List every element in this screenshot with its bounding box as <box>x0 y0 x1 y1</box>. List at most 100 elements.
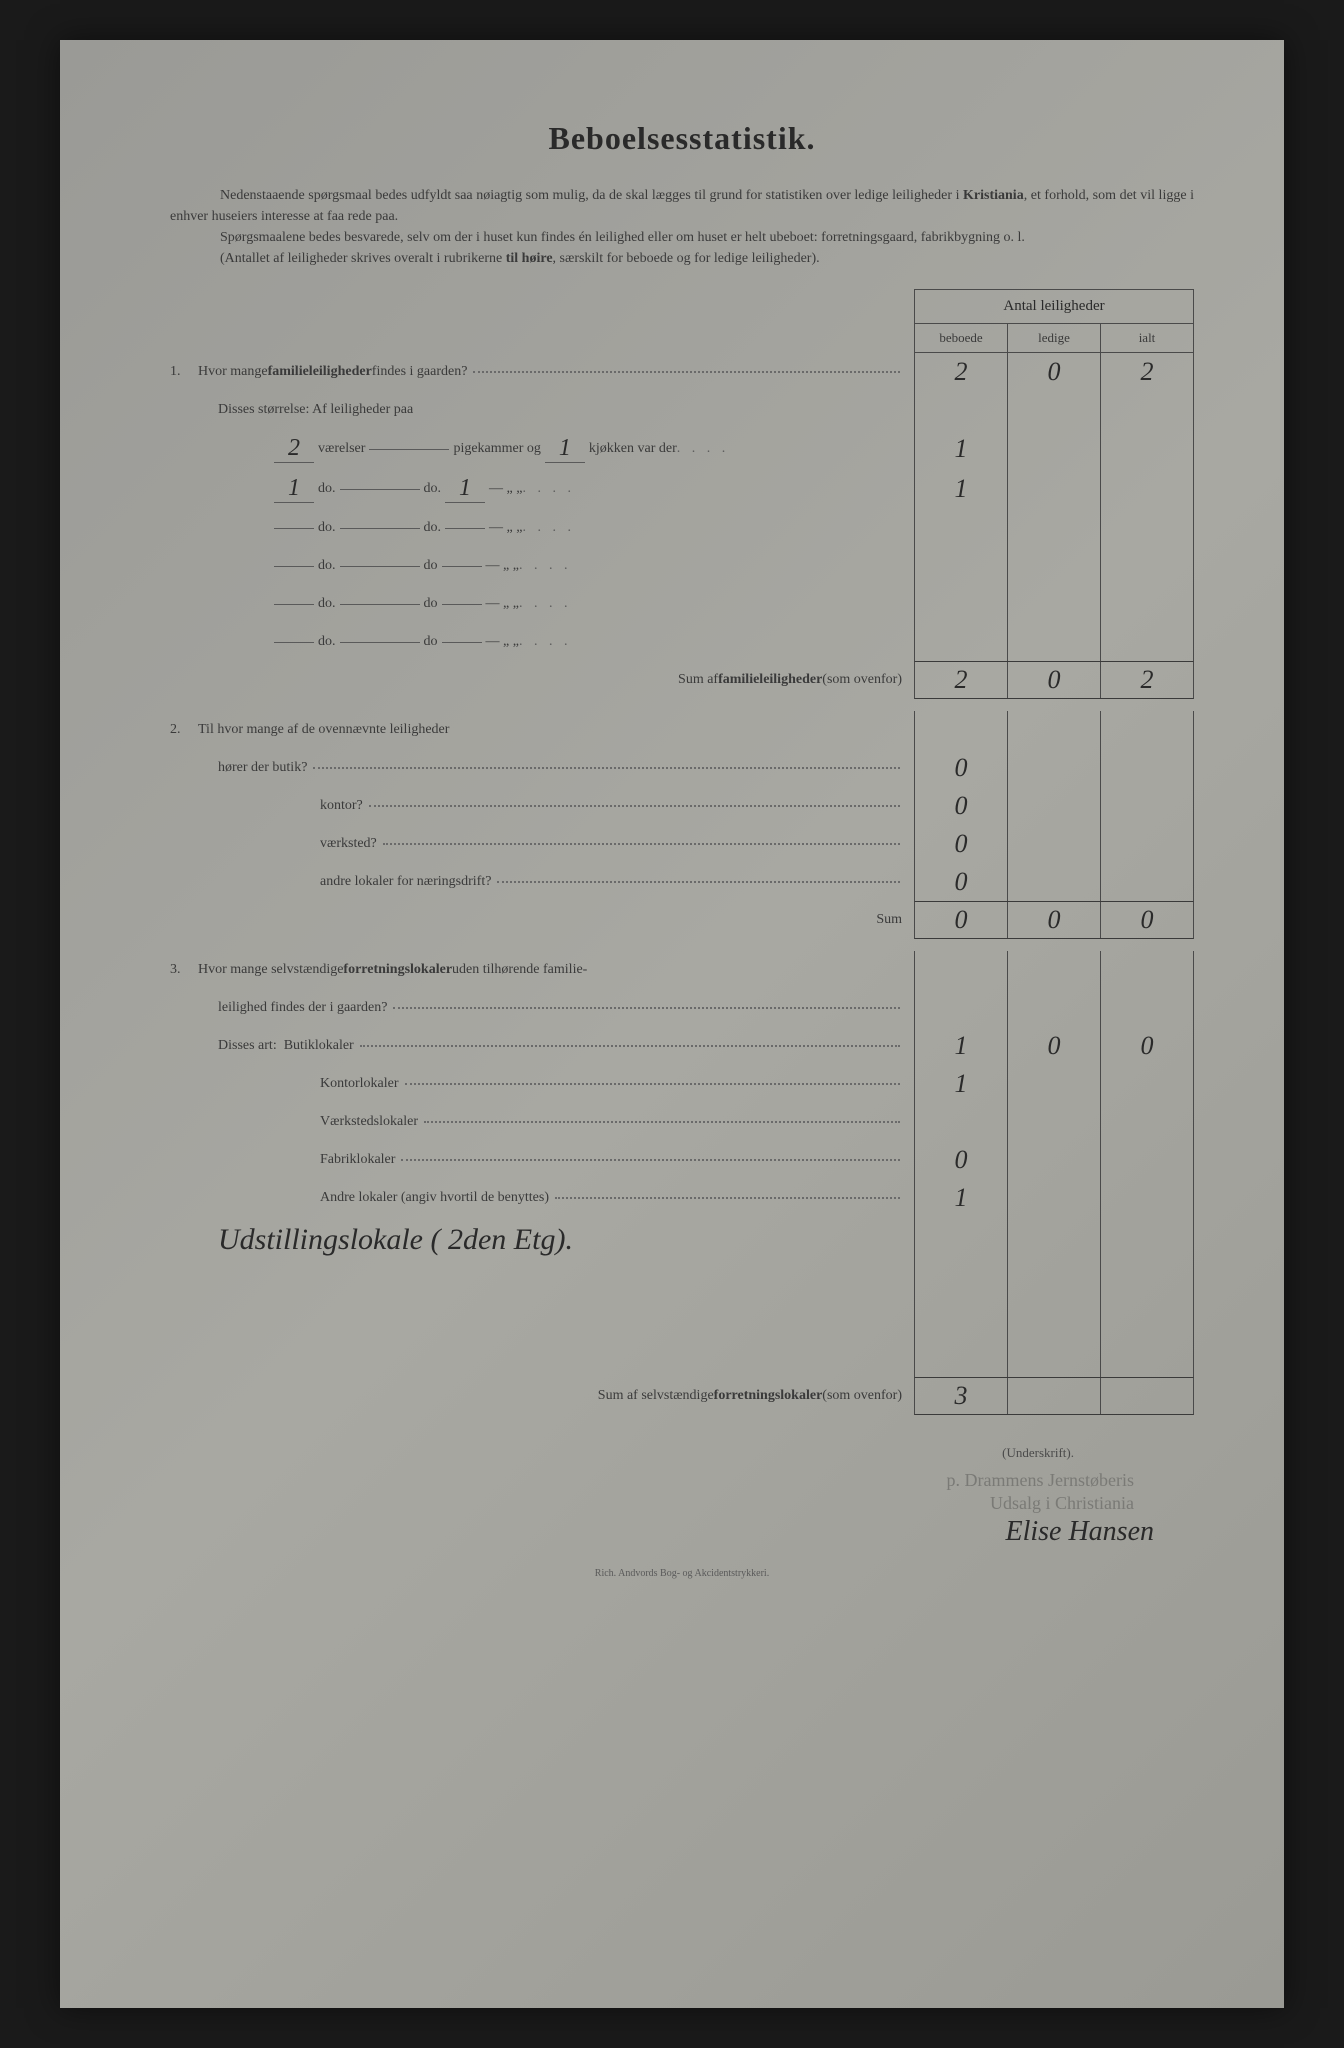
q2-sum: Sum 0 0 0 <box>170 901 1194 939</box>
q1-r0-l3: kjøkken var der <box>589 441 677 457</box>
q1-r4-l2: do <box>424 596 438 612</box>
intro-text: Nedenstaaende spørgsmaal bedes udfyldt s… <box>170 185 1194 269</box>
q2-r2-label: værksted? <box>320 836 377 852</box>
q2-r3-label: andre lokaler for næringsdrift? <box>320 874 491 890</box>
q2-r3-v: 0 <box>915 863 1008 901</box>
intro-p3-a: (Antallet af leiligheder skrives overalt… <box>220 251 506 266</box>
underskrift-label: (Underskrift). <box>170 1445 1074 1461</box>
q3-sum-ledige <box>1008 1378 1101 1414</box>
q2-r0-v: 0 <box>915 749 1008 787</box>
q1-r0-l2: pigekammer og <box>453 441 540 457</box>
q1-r1-beboede: 1 <box>915 469 1008 509</box>
q3-r4-label: Andre lokaler (angiv hvortil de benyttes… <box>320 1190 549 1206</box>
q1-text-bold: familieleiligheder <box>268 364 372 380</box>
q1-ledige: 0 <box>1008 353 1101 391</box>
q1-sum-beboede: 2 <box>915 662 1008 698</box>
q3-r3: Fabriklokaler 0 <box>170 1141 1194 1179</box>
q1-size-row-1: 1 do. do. 1 — „ „ . . . . 1 <box>170 469 1194 509</box>
signature: Elise Hansen <box>170 1516 1194 1548</box>
q2-num: 2. <box>170 722 198 738</box>
printer-credit: Rich. Andvords Bog- og Akcidentstrykkeri… <box>170 1568 1194 1579</box>
q1-r2-l2: do. <box>424 520 442 536</box>
q1-num: 1. <box>170 364 198 380</box>
page-title: Beboelsesstatistik. <box>170 120 1194 157</box>
q3-num: 3. <box>170 962 198 978</box>
q3-text-c: leilighed findes der i gaarden? <box>218 1000 387 1016</box>
q1-r3-l2: do <box>424 558 438 574</box>
q1-r1-l3: — „ „ <box>489 481 522 497</box>
q3-sum-a: Sum af selvstændige <box>598 1388 714 1404</box>
q3-r2-v <box>915 1103 1008 1141</box>
q1-ialt: 2 <box>1101 353 1193 391</box>
q2-sum-label: Sum <box>876 912 902 928</box>
q3-sum-beboede: 3 <box>915 1378 1008 1414</box>
q3-blank-2 <box>170 1301 1194 1339</box>
q1-text-a: Hvor mange <box>198 364 268 380</box>
q1-r2-l1: do. <box>318 520 336 536</box>
q1-r1-b: 1 <box>445 475 485 503</box>
footer: (Underskrift). <box>170 1445 1194 1461</box>
stamp-line1: p. Drammens Jernstøberis <box>170 1469 1134 1492</box>
q3-r4: Andre lokaler (angiv hvortil de benyttes… <box>170 1179 1194 1217</box>
stamp-line2: Udsalg i Christiania <box>170 1492 1134 1515</box>
q3-r2-label: Værkstedslokaler <box>320 1114 418 1130</box>
q3-sum-ialt <box>1101 1378 1193 1414</box>
q1-r0-beboede: 1 <box>915 429 1008 469</box>
q3-blank-1 <box>170 1263 1194 1301</box>
q2-r0: hører der butik? 0 <box>170 749 1194 787</box>
form-table: Antal leiligheder beboede ledige ialt 1.… <box>170 289 1194 1415</box>
q1-r5-l2: do <box>424 634 438 650</box>
q2-sum-beboede: 0 <box>915 902 1008 938</box>
q3-blank-3 <box>170 1339 1194 1377</box>
q3-row-b: leilighed findes der i gaarden? <box>170 989 1194 1027</box>
header-ialt: ialt <box>1101 324 1193 352</box>
q3-r0-ledige: 0 <box>1008 1027 1101 1065</box>
q1-r5-l3: — „ „ <box>486 634 519 650</box>
q1-sum-ledige: 0 <box>1008 662 1101 698</box>
q1-sum-a: Sum af <box>678 672 718 688</box>
q3-r3-v: 0 <box>915 1141 1008 1179</box>
q1-disses-text: Disses størrelse: Af leiligheder paa <box>218 402 413 418</box>
q1-disses: Disses størrelse: Af leiligheder paa <box>170 391 1194 429</box>
q2-r1: kontor? 0 <box>170 787 1194 825</box>
q3-r0-label: Butiklokaler <box>284 1038 354 1054</box>
q2-row: 2. Til hvor mange af de ovennævnte leili… <box>170 711 1194 749</box>
q2-r2: værksted? 0 <box>170 825 1194 863</box>
intro-p3-bold: til høire <box>506 251 553 266</box>
intro-p1-bold: Kristiania <box>963 188 1024 203</box>
q1-r3-l1: do. <box>318 558 336 574</box>
header-top: Antal leiligheder <box>915 290 1193 324</box>
q1-size-row-0: 2 værelser pigekammer og 1 kjøkken var d… <box>170 429 1194 469</box>
q2-r3: andre lokaler for næringsdrift? 0 <box>170 863 1194 901</box>
q1-r0-b: 1 <box>545 435 585 463</box>
q3-r0-v: 1 <box>915 1027 1008 1065</box>
q1-r0-a: 2 <box>274 435 314 463</box>
q2-sum-ledige: 0 <box>1008 902 1101 938</box>
q1-r1-l2: do. <box>424 481 442 497</box>
intro-p3-b: , særskilt for beboede og for ledige lei… <box>553 251 820 266</box>
q1-r0-l1: værelser <box>318 441 365 457</box>
q1-r4-l3: — „ „ <box>486 596 519 612</box>
q1-r3-l3: — „ „ <box>486 558 519 574</box>
q2-r1-v: 0 <box>915 787 1008 825</box>
q1-sum-c: (som ovenfor) <box>822 672 902 688</box>
q2-r0-label: hører der butik? <box>218 760 307 776</box>
header-ledige: ledige <box>1008 324 1101 352</box>
q3-text-b: uden tilhørende familie- <box>452 962 587 978</box>
q1-r1-a: 1 <box>274 475 314 503</box>
q2-text: Til hvor mange af de ovennævnte leilighe… <box>198 722 449 738</box>
q1-r5-l1: do. <box>318 634 336 650</box>
q3-row-a: 3. Hvor mange selvstændige forretningslo… <box>170 951 1194 989</box>
q2-r2-v: 0 <box>915 825 1008 863</box>
q1-size-row-2: do. do. — „ „ . . . . <box>170 509 1194 547</box>
q1-r2-l3: — „ „ <box>489 520 522 536</box>
q3-handnote: Udstillingslokale ( 2den Etg). <box>170 1223 573 1257</box>
q1-sum: Sum af familieleiligheder (som ovenfor) … <box>170 661 1194 699</box>
q3-r1: Kontorlokaler 1 <box>170 1065 1194 1103</box>
q3-sum: Sum af selvstændige forretningslokaler (… <box>170 1377 1194 1415</box>
stamp: p. Drammens Jernstøberis Udsalg i Christ… <box>170 1469 1194 1516</box>
q2-r1-label: kontor? <box>320 798 363 814</box>
q1-r1-l1: do. <box>318 481 336 497</box>
q1-sum-ialt: 2 <box>1101 662 1193 698</box>
q3-disses: Disses art: <box>218 1038 277 1054</box>
